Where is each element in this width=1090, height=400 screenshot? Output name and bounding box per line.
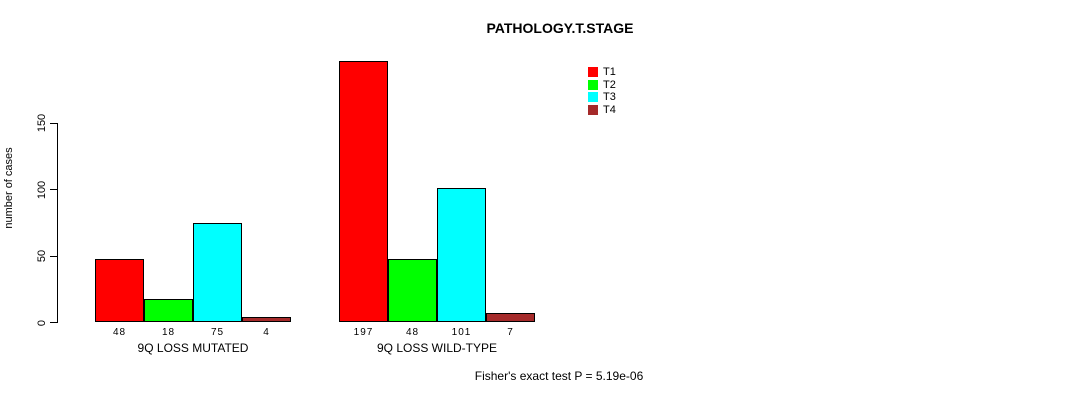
chart-title: PATHOLOGY.T.STAGE (486, 20, 634, 36)
bar-t1-group2 (339, 60, 388, 323)
legend-swatch-icon (588, 67, 598, 78)
legend-label: T3 (603, 91, 616, 104)
bar-value-label: 75 (210, 326, 225, 338)
bar-t4-group2 (486, 313, 535, 323)
y-tick-label: 100 (36, 180, 48, 199)
group-label: 9Q LOSS MUTATED (137, 340, 249, 355)
bar-value-label: 101 (451, 326, 472, 338)
legend-row: T1 (588, 66, 616, 79)
y-tick (50, 255, 57, 257)
stat-test-annotation: Fisher's exact test P = 5.19e-06 (474, 369, 644, 383)
bar-value-label: 197 (353, 326, 374, 338)
y-tick-label: 150 (36, 114, 48, 133)
y-tick (50, 189, 57, 191)
group-label: 9Q LOSS WILD-TYPE (376, 340, 498, 355)
bar-t4-group1 (242, 317, 291, 323)
bar-t2-group1 (144, 298, 193, 323)
bar-value-label: 48 (112, 326, 127, 338)
y-tick-label: 50 (36, 249, 48, 263)
legend: T1 T2 T3 T4 (588, 66, 616, 116)
y-axis-line (57, 123, 58, 323)
bar-value-label: 48 (405, 326, 420, 338)
bar-value-label: 4 (263, 326, 270, 338)
bar-t3-group1 (193, 222, 242, 323)
legend-label: T1 (603, 66, 616, 79)
bar-t2-group2 (388, 258, 437, 323)
legend-swatch-icon (588, 92, 598, 103)
legend-swatch-icon (588, 104, 598, 115)
legend-swatch-icon (588, 79, 598, 90)
bar-value-label: 18 (161, 326, 176, 338)
bar-t1-group1 (95, 258, 144, 323)
y-tick (50, 322, 57, 323)
legend-row: T4 (588, 104, 616, 117)
legend-row: T2 (588, 79, 616, 92)
bar-t3-group2 (437, 188, 486, 323)
y-axis-label: number of cases (3, 147, 15, 229)
legend-row: T3 (588, 91, 616, 104)
legend-label: T4 (603, 103, 616, 116)
y-tick (50, 122, 57, 124)
y-tick-label: 0 (36, 319, 48, 326)
bar-value-label: 7 (507, 326, 514, 338)
legend-label: T2 (603, 78, 616, 91)
